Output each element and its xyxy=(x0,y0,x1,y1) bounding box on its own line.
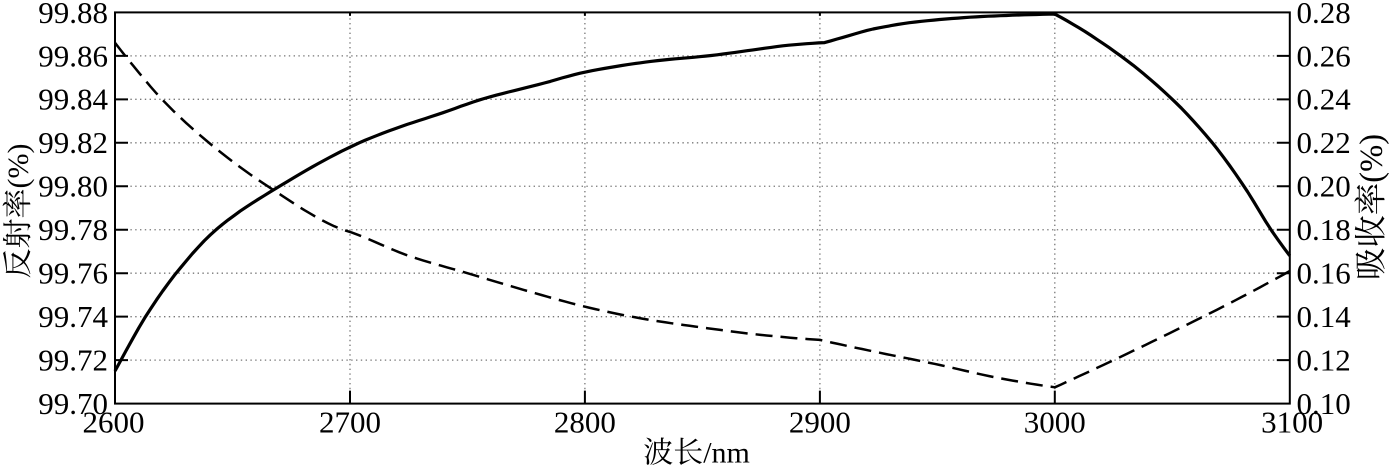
svg-text:99.88: 99.88 xyxy=(38,0,108,30)
svg-text:0.18: 0.18 xyxy=(1297,212,1351,247)
svg-text:99.84: 99.84 xyxy=(38,82,108,117)
svg-text:0.26: 0.26 xyxy=(1297,38,1351,73)
svg-text:99.72: 99.72 xyxy=(38,343,108,378)
svg-text:0.22: 0.22 xyxy=(1297,125,1351,160)
svg-text:2600: 2600 xyxy=(83,404,145,439)
svg-text:0.24: 0.24 xyxy=(1297,82,1352,117)
svg-text:2800: 2800 xyxy=(554,404,616,439)
svg-text:99.70: 99.70 xyxy=(38,386,108,421)
svg-text:3000: 3000 xyxy=(1024,404,1086,439)
svg-text:99.76: 99.76 xyxy=(38,256,108,291)
svg-text:99.82: 99.82 xyxy=(38,125,108,160)
svg-text:0.28: 0.28 xyxy=(1297,0,1351,30)
svg-text:0.12: 0.12 xyxy=(1297,343,1351,378)
svg-text:0.10: 0.10 xyxy=(1297,386,1351,421)
svg-text:99.80: 99.80 xyxy=(38,169,108,204)
svg-text:(%): (%) xyxy=(1354,134,1390,183)
svg-text:99.86: 99.86 xyxy=(38,38,108,73)
svg-text:99.74: 99.74 xyxy=(38,299,108,334)
svg-text:2900: 2900 xyxy=(789,404,851,439)
svg-text:0.14: 0.14 xyxy=(1297,299,1352,334)
svg-text:0.20: 0.20 xyxy=(1297,169,1351,204)
svg-text:99.78: 99.78 xyxy=(38,212,108,247)
svg-text:2700: 2700 xyxy=(319,404,381,439)
svg-text:(%): (%) xyxy=(2,144,35,189)
svg-text:3100: 3100 xyxy=(1261,404,1323,439)
svg-text:/nm: /nm xyxy=(703,437,750,469)
svg-text:0.16: 0.16 xyxy=(1297,256,1351,291)
